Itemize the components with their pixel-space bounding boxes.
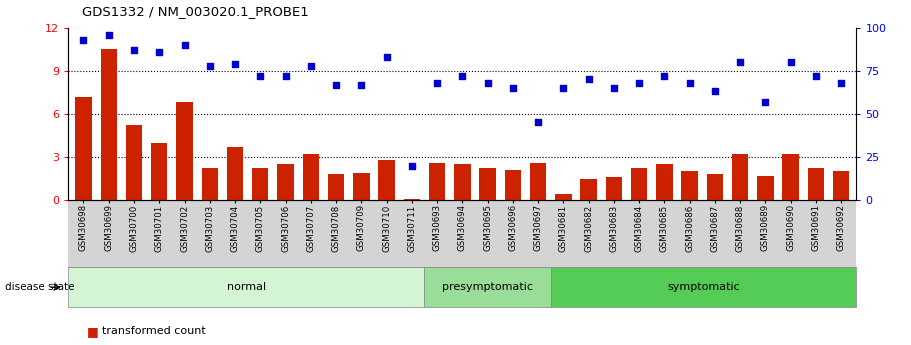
Bar: [353, 173, 370, 200]
Bar: [76, 97, 92, 200]
Bar: [681, 171, 698, 200]
Bar: [757, 176, 773, 200]
Text: presymptomatic: presymptomatic: [442, 282, 533, 292]
Point: [834, 80, 848, 86]
Point: [354, 82, 369, 87]
Bar: [100, 49, 117, 200]
Bar: [656, 164, 672, 200]
Bar: [227, 147, 243, 200]
Point: [278, 73, 292, 79]
Bar: [454, 164, 471, 200]
Bar: [631, 168, 648, 200]
Point: [127, 47, 141, 53]
Text: GDS1332 / NM_003020.1_PROBE1: GDS1332 / NM_003020.1_PROBE1: [82, 5, 309, 18]
Text: transformed count: transformed count: [102, 326, 206, 336]
Point: [253, 73, 268, 79]
Bar: [732, 154, 748, 200]
Point: [77, 37, 91, 42]
Bar: [808, 168, 824, 200]
Bar: [302, 154, 319, 200]
Bar: [707, 174, 723, 200]
Bar: [530, 163, 547, 200]
Bar: [479, 168, 496, 200]
Bar: [783, 154, 799, 200]
Point: [556, 85, 570, 91]
Bar: [126, 125, 142, 200]
Point: [682, 80, 697, 86]
Point: [329, 82, 343, 87]
Point: [632, 80, 647, 86]
Point: [581, 77, 596, 82]
Point: [303, 63, 318, 68]
Point: [607, 85, 621, 91]
Point: [708, 89, 722, 94]
Point: [202, 63, 217, 68]
Bar: [429, 163, 445, 200]
Text: symptomatic: symptomatic: [668, 282, 741, 292]
Point: [178, 42, 192, 48]
Text: ■: ■: [87, 325, 98, 338]
Bar: [833, 171, 849, 200]
Bar: [606, 177, 622, 200]
Point: [657, 73, 671, 79]
Point: [228, 61, 242, 67]
Point: [506, 85, 520, 91]
Bar: [252, 168, 269, 200]
Point: [531, 120, 546, 125]
Bar: [555, 194, 571, 200]
Point: [783, 59, 798, 65]
Point: [101, 32, 116, 37]
Point: [379, 54, 394, 60]
Bar: [404, 199, 420, 200]
Bar: [378, 160, 394, 200]
Text: disease state: disease state: [5, 282, 74, 292]
Bar: [201, 168, 218, 200]
Point: [758, 99, 773, 105]
Point: [152, 49, 167, 55]
Bar: [151, 142, 168, 200]
Bar: [277, 164, 293, 200]
Point: [809, 73, 824, 79]
Point: [480, 80, 495, 86]
Point: [404, 163, 419, 168]
Point: [732, 59, 747, 65]
Point: [455, 73, 469, 79]
Bar: [328, 174, 344, 200]
Point: [430, 80, 445, 86]
Bar: [505, 170, 521, 200]
Bar: [580, 179, 597, 200]
Bar: [177, 102, 193, 200]
Text: normal: normal: [227, 282, 266, 292]
